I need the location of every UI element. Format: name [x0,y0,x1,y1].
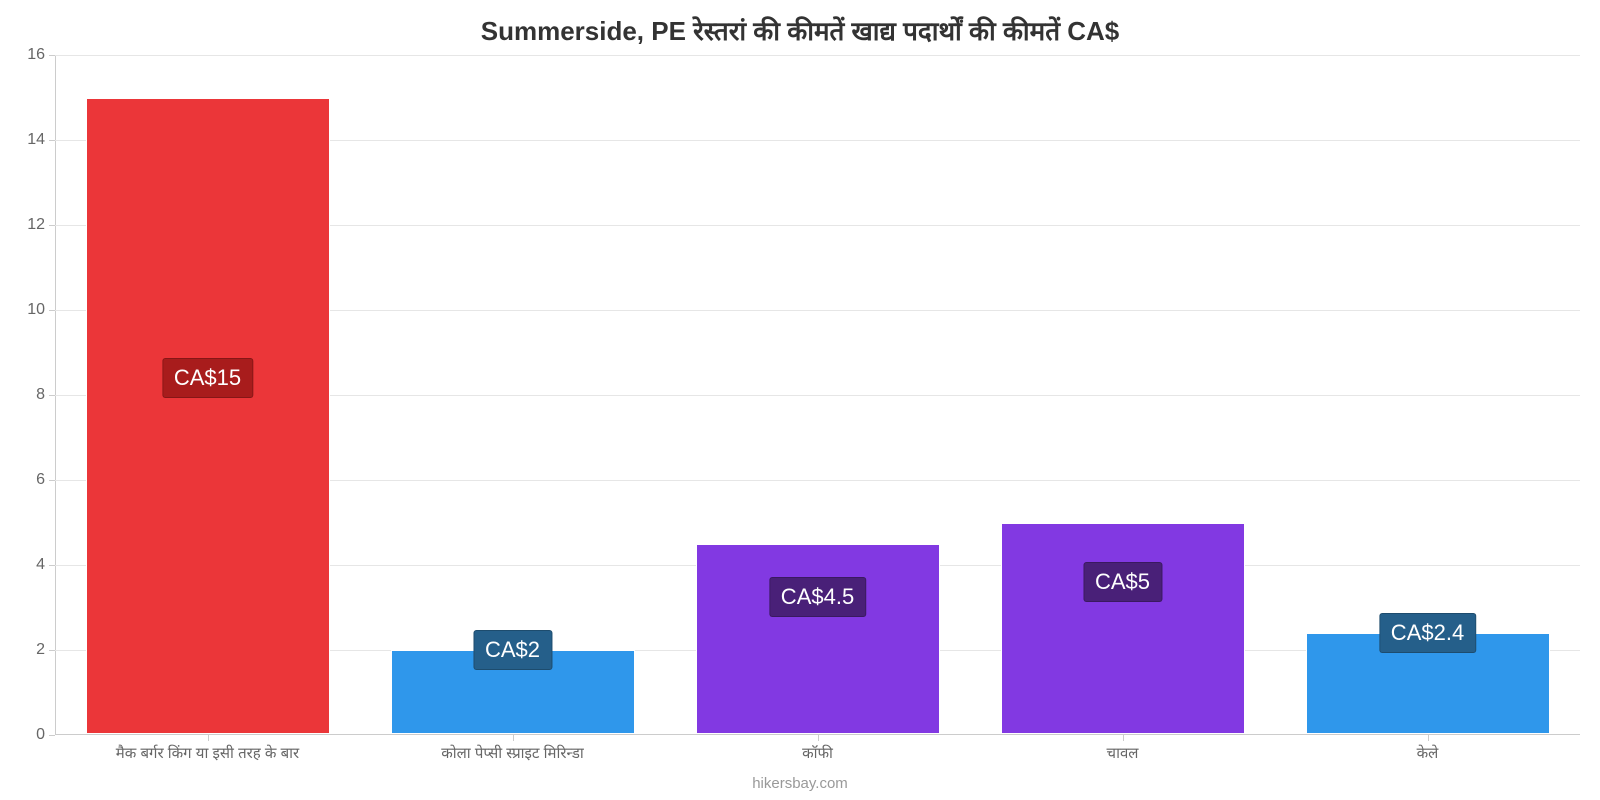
bar-value-label: CA$2.4 [1379,613,1476,653]
x-tick-label: मैक बर्गर किंग या इसी तरह के बार [116,743,299,763]
x-tick-mark [1123,735,1124,741]
x-tick-mark [818,735,819,741]
y-tick-label: 4 [36,556,45,574]
x-tick-label: कोला पेप्सी स्प्राइट मिरिन्डा [441,743,584,763]
y-tick-mark [49,140,55,141]
watermark: hikersbay.com [0,775,1600,792]
y-tick-label: 16 [27,46,45,64]
y-tick-label: 0 [36,726,45,744]
y-tick-label: 2 [36,641,45,659]
y-tick-mark [49,225,55,226]
x-tick-mark [513,735,514,741]
x-tick-label: केले [1417,743,1439,763]
chart-container: Summerside, PE रेस्तरां की कीमतें खाद्य … [0,0,1600,800]
chart-title: Summerside, PE रेस्तरां की कीमतें खाद्य … [0,12,1600,48]
y-tick-mark [49,395,55,396]
x-tick-label: चावल [1107,743,1139,763]
y-tick-label: 12 [27,216,45,234]
y-tick-mark [49,565,55,566]
plot-area: 0246810121416मैक बर्गर किंग या इसी तरह क… [55,55,1580,735]
y-tick-label: 8 [36,386,45,404]
y-tick-mark [49,310,55,311]
x-tick-mark [1428,735,1429,741]
x-tick-label: कॉफी [802,743,833,763]
bar [1001,523,1245,735]
y-tick-mark [49,735,55,736]
y-tick-label: 6 [36,471,45,489]
y-tick-label: 10 [27,301,45,319]
bar-value-label: CA$2 [473,630,552,670]
x-tick-mark [208,735,209,741]
bar-value-label: CA$5 [1083,562,1162,602]
y-tick-label: 14 [27,131,45,149]
bar [86,98,330,735]
y-tick-mark [49,480,55,481]
gridline [55,55,1580,56]
y-tick-mark [49,650,55,651]
bar-value-label: CA$4.5 [769,577,866,617]
bar-value-label: CA$15 [162,358,253,398]
bar [696,544,940,734]
y-tick-mark [49,55,55,56]
